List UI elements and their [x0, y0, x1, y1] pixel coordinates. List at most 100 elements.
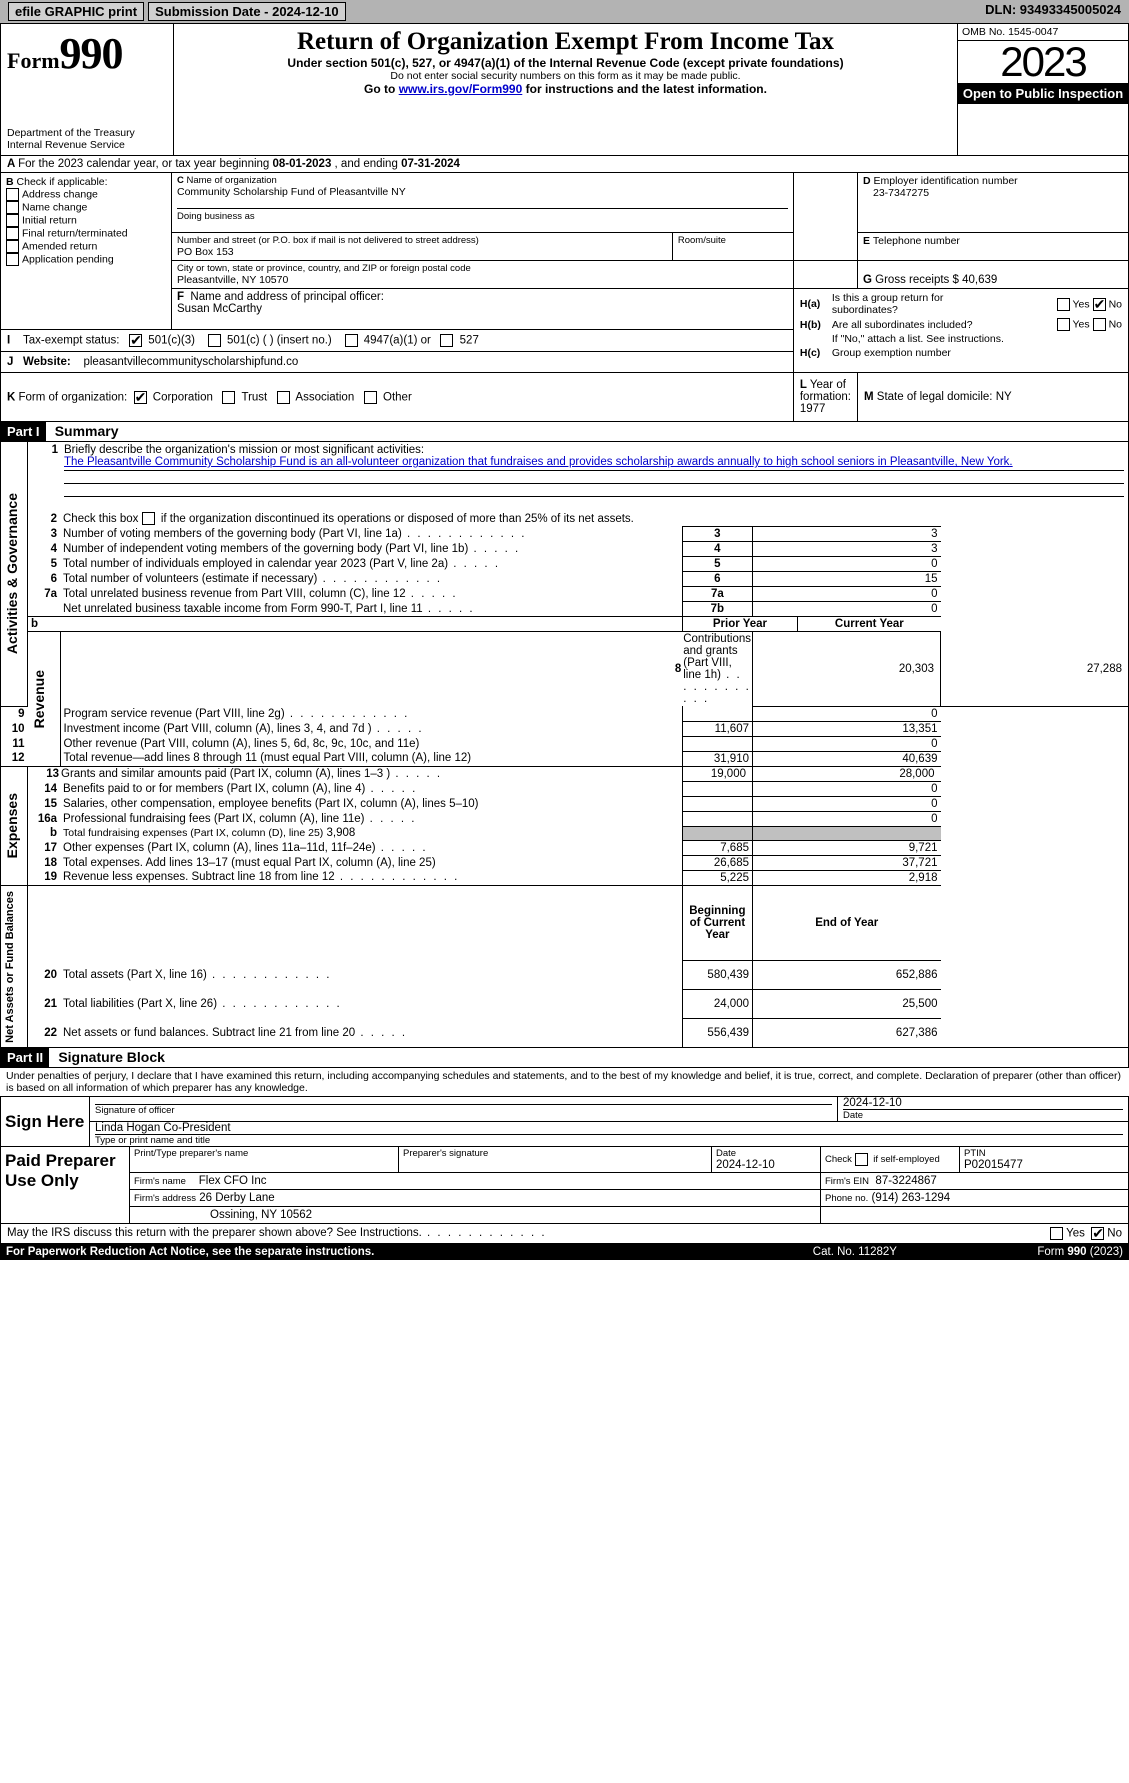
m-lbl: State of legal domicile:	[877, 391, 993, 403]
b-final: Final return/terminated	[22, 227, 128, 239]
d-lbl: Employer identification number	[874, 175, 1018, 187]
l2-text: Check this box if the organization disco…	[63, 513, 634, 525]
part1-body: Activities & Governance 1 Briefly descri…	[0, 442, 1129, 1048]
chk-4947[interactable]	[345, 334, 358, 347]
chk-amended[interactable]	[6, 240, 19, 253]
footer: For Paperwork Reduction Act Notice, see …	[0, 1244, 1129, 1260]
ein-lbl: Firm's EIN	[825, 1176, 869, 1187]
l21-text: Total liabilities (Part X, line 26)	[63, 998, 342, 1010]
subtitle-1: Under section 501(c), 527, or 4947(a)(1)…	[180, 56, 951, 70]
type-lbl: Type or print name and title	[95, 1134, 1123, 1146]
side-ag: Activities & Governance	[2, 489, 22, 658]
l10-curr: 13,351	[753, 721, 941, 736]
chk-501c3[interactable]	[129, 334, 142, 347]
header-table: Form990 Department of the Treasury Inter…	[0, 23, 1129, 156]
paid-preparer: Paid Preparer Use Only Print/Type prepar…	[0, 1147, 1129, 1224]
principal-officer: Susan McCarthy	[177, 303, 262, 315]
l13-curr: 28,000	[753, 766, 941, 781]
hb-no[interactable]	[1093, 318, 1106, 331]
firm-name: Flex CFO Inc	[199, 1175, 267, 1187]
dept-irs: Internal Revenue Service	[7, 139, 167, 151]
footer-mid: Cat. No. 11282Y	[768, 1244, 942, 1260]
l17-prior: 7,685	[682, 840, 752, 855]
l17-text: Other expenses (Part IX, column (A), lin…	[63, 842, 428, 854]
ptin: P02015477	[964, 1159, 1023, 1171]
sign-date: 2024-12-10	[843, 1097, 1123, 1110]
chk-other[interactable]	[364, 391, 377, 404]
l21-boy: 24,000	[682, 990, 752, 1019]
room-lbl: Room/suite	[678, 235, 788, 246]
a-mid: , and ending	[335, 158, 402, 170]
l16a-curr: 0	[753, 811, 941, 826]
k-lbl: Form of organization:	[19, 391, 128, 403]
form-title: Return of Organization Exempt From Incom…	[180, 28, 951, 56]
prior-hdr: Prior Year	[713, 618, 767, 630]
paid-title: Paid Preparer Use Only	[5, 1151, 116, 1190]
footer-left: For Paperwork Reduction Act Notice, see …	[6, 1246, 374, 1258]
b-label: Check if applicable:	[17, 176, 108, 188]
l7b-val: 0	[753, 602, 941, 617]
discuss-text: May the IRS discuss this return with the…	[7, 1227, 547, 1239]
l22-boy: 556,439	[682, 1019, 752, 1048]
ha-no[interactable]	[1093, 298, 1106, 311]
part1-title: Summary	[49, 423, 119, 439]
part2-title: Signature Block	[52, 1049, 165, 1065]
chk-self-emp[interactable]	[855, 1153, 868, 1166]
l8-text: Contributions and grants (Part VIII, lin…	[683, 633, 751, 705]
chk-501c[interactable]	[208, 334, 221, 347]
chk-discontinued[interactable]	[142, 512, 155, 525]
l4-val: 3	[753, 542, 941, 557]
discuss-row: May the IRS discuss this return with the…	[0, 1224, 1129, 1244]
ha-yes[interactable]	[1057, 298, 1070, 311]
l15-text: Salaries, other compensation, employee b…	[63, 798, 478, 810]
l14-curr: 0	[753, 781, 941, 796]
street: PO Box 153	[177, 246, 667, 258]
chk-assoc[interactable]	[277, 391, 290, 404]
phone-lbl: Phone no.	[825, 1193, 868, 1204]
b-address: Address change	[22, 188, 98, 200]
l7a-text: Total unrelated business revenue from Pa…	[63, 588, 458, 600]
city-lbl: City or town, state or province, country…	[177, 263, 788, 274]
goto-pre: Go to	[364, 82, 399, 96]
chk-corp[interactable]	[134, 391, 147, 404]
part2-hdr-row: Part II Signature Block	[0, 1048, 1129, 1068]
irs-link[interactable]: www.irs.gov/Form990	[399, 82, 523, 96]
chk-name[interactable]	[6, 201, 19, 214]
l16b-text: Total fundraising expenses (Part IX, col…	[63, 827, 323, 839]
l19-prior: 5,225	[682, 870, 752, 885]
l10-text: Investment income (Part VIII, column (A)…	[64, 723, 424, 735]
l11-curr: 0	[753, 736, 941, 751]
chk-trust[interactable]	[222, 391, 235, 404]
chk-address[interactable]	[6, 188, 19, 201]
l1-text: Briefly describe the organization's miss…	[64, 444, 424, 456]
l22-text: Net assets or fund balances. Subtract li…	[63, 1027, 407, 1039]
subtitle-2: Do not enter social security numbers on …	[180, 70, 951, 82]
chk-final[interactable]	[6, 227, 19, 240]
l19-text: Revenue less expenses. Subtract line 18 …	[63, 871, 459, 883]
side-rev: Revenue	[29, 666, 49, 732]
ptin-lbl: PTIN	[964, 1148, 1124, 1159]
l20-eoy: 652,886	[753, 961, 941, 990]
boy-hdr: Beginning of Current Year	[689, 905, 745, 941]
sign-block: Sign Here Signature of officer 2024-12-1…	[0, 1096, 1129, 1147]
chk-pending[interactable]	[6, 253, 19, 266]
efile-box[interactable]: efile GRAPHIC print	[8, 2, 144, 21]
sign-date-lbl: Date	[843, 1110, 1123, 1121]
a-pre: For the 2023 calendar year, or tax year …	[18, 158, 272, 170]
mission-text[interactable]: The Pleasantville Community Scholarship …	[64, 456, 1013, 468]
hb-yes[interactable]	[1057, 318, 1070, 331]
firm-addr1: 26 Derby Lane	[199, 1192, 274, 1204]
eoy-hdr: End of Year	[815, 917, 878, 929]
discuss-yes[interactable]	[1050, 1227, 1063, 1240]
discuss-no[interactable]	[1091, 1227, 1104, 1240]
addr-lbl: Firm's address	[134, 1193, 196, 1204]
dln: DLN: 93493345005024	[985, 2, 1121, 21]
b-initial: Initial return	[22, 214, 77, 226]
l5-val: 0	[753, 557, 941, 572]
part1-hdr-row: Part I Summary	[0, 422, 1129, 442]
prep-date: 2024-12-10	[716, 1159, 775, 1171]
org-name: Community Scholarship Fund of Pleasantvi…	[177, 186, 788, 198]
l20-text: Total assets (Part X, line 16)	[63, 969, 332, 981]
chk-527[interactable]	[440, 334, 453, 347]
current-hdr: Current Year	[835, 618, 904, 630]
